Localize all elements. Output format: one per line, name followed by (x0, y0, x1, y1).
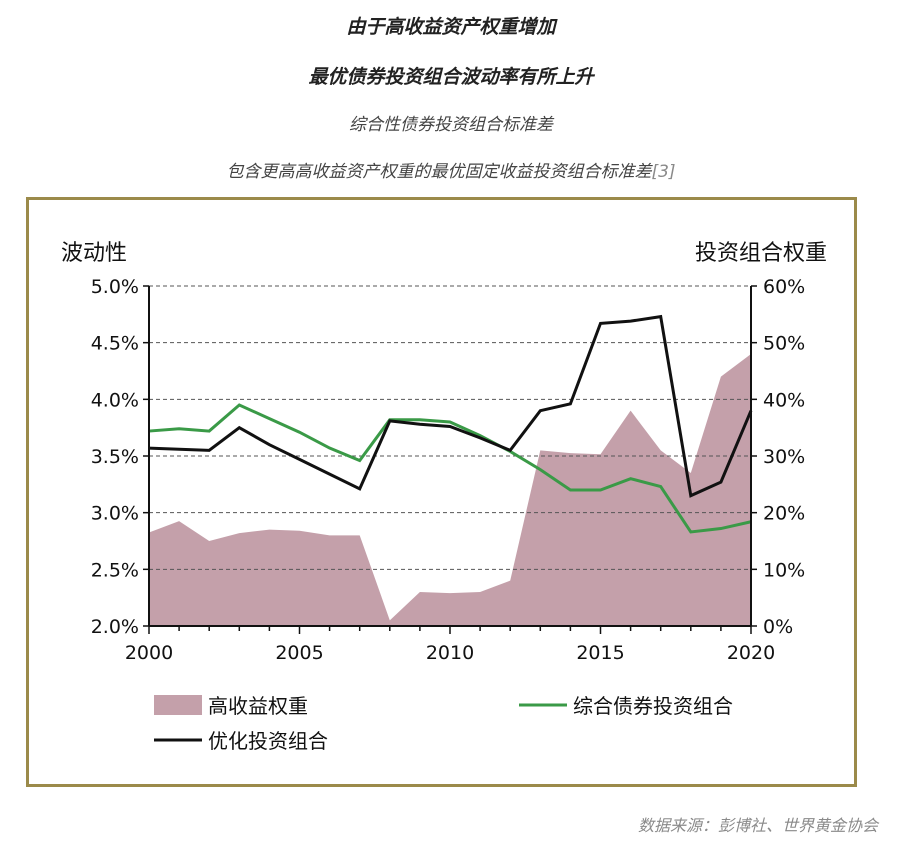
left-axis-title: 波动性 (61, 241, 127, 266)
right-axis-title: 投资组合权重 (695, 241, 827, 266)
x-tick-label: 2000 (125, 642, 173, 664)
right-tick-label: 50% (763, 333, 805, 355)
left-tick-label: 3.5% (91, 446, 139, 468)
left-tick-label: 4.5% (91, 333, 139, 355)
left-tick-label: 2.5% (91, 559, 139, 581)
left-tick-label: 5.0% (91, 276, 139, 298)
axis-layer: 2.0% 2.5% 3.0% 3.5% 4.0% 4.5% 5.0% 0% 10% 20% 30% 4… (91, 276, 806, 664)
x-tick-label: 2010 (426, 642, 474, 664)
chart-subtitle-2: 包含更高高收益资产权重的最优固定收益投资组合标准差[3] (0, 157, 902, 182)
legend-label: 综合债券投资组合 (573, 694, 733, 718)
left-tick-label: 2.0% (91, 616, 139, 638)
x-tick-label: 2015 (576, 642, 624, 664)
legend-label: 优化投资组合 (208, 729, 328, 753)
left-tick-label: 3.0% (91, 503, 139, 525)
right-tick-label: 20% (763, 503, 805, 525)
reference-link[interactable]: [3] (651, 162, 676, 182)
right-tick-label: 0% (763, 616, 793, 638)
chart-title-line1: 由于高收益资产权重增加 (346, 16, 556, 38)
chart-subtitle-1: 综合性债券投资组合标准差 (349, 115, 553, 135)
right-tick-label: 10% (763, 559, 805, 581)
x-tick-label: 2005 (275, 642, 323, 664)
legend-label: 高收益权重 (208, 694, 308, 718)
right-tick-label: 60% (763, 276, 805, 298)
source-note: 数据来源：彭博社、世界黄金协会 (637, 816, 878, 835)
chart-title-line2: 最优债券投资组合波动率有所上升 (308, 66, 594, 88)
right-tick-label: 30% (763, 446, 805, 468)
chart-svg: 2.0% 2.5% 3.0% 3.5% 4.0% 4.5% 5.0% 0% 10% 20% 30% 4… (61, 241, 827, 753)
series-line-aggregate-bond (148, 403, 752, 534)
chart-subtitle-2-text: 包含更高高收益资产权重的最优固定收益投资组合标准差 (226, 162, 652, 182)
left-tick-label: 4.0% (91, 389, 139, 411)
series-area-high-yield-weight (149, 354, 751, 626)
chart-frame: 2.0% 2.5% 3.0% 3.5% 4.0% 4.5% 5.0% 0% 10% 20% 30% 4… (26, 197, 857, 787)
legend-swatch-area (154, 695, 202, 715)
area-layer (149, 354, 751, 626)
right-tick-label: 40% (763, 389, 805, 411)
series-line-optimized (148, 314, 753, 498)
x-tick-label: 2020 (727, 642, 775, 664)
line-layer (148, 314, 753, 534)
